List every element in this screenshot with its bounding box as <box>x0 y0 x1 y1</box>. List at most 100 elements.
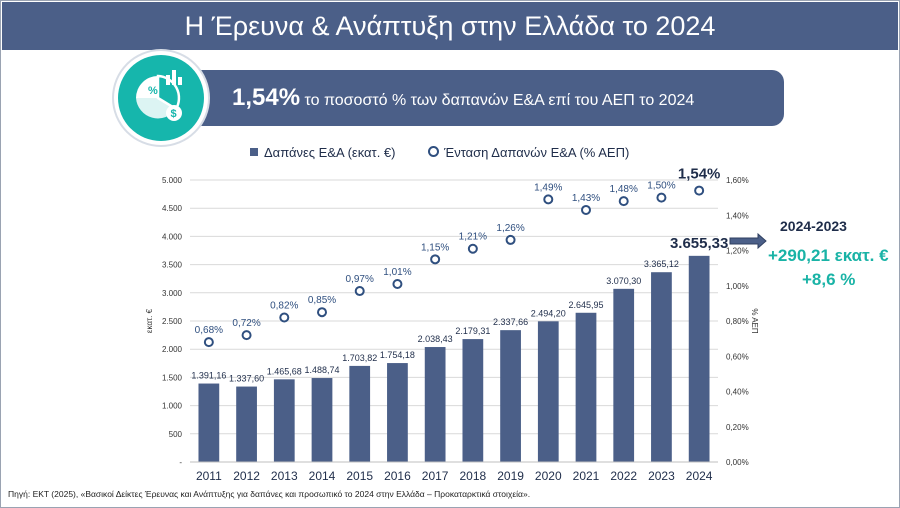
x-tick-label: 2021 <box>573 469 600 483</box>
bar <box>462 339 484 462</box>
bar-value-label: 1.337,60 <box>229 374 264 384</box>
bar <box>387 363 408 462</box>
yoy-change-percent: +8,6 % <box>802 270 856 289</box>
svg-text:$: $ <box>171 108 177 120</box>
intensity-marker <box>505 234 516 245</box>
bar <box>537 321 559 462</box>
y2-tick-label: 0,40% <box>726 388 749 397</box>
intensity-label: 1,26% <box>496 223 524 234</box>
intensity-marker <box>467 243 478 254</box>
x-tick-label: 2012 <box>233 469 260 483</box>
x-tick-label: 2015 <box>346 469 373 483</box>
bar-value-label: 1.703,82 <box>342 353 377 363</box>
x-tick-label: 2022 <box>610 469 637 483</box>
headline-description: το ποσοστό % των δαπανών Ε&Α επί του ΑΕΠ… <box>304 92 695 109</box>
bar-value-label: 2.179,31 <box>455 326 490 336</box>
intensity-marker <box>203 337 214 348</box>
bar-value-label: 2.337,66 <box>493 317 528 327</box>
intensity-label: 0,97% <box>346 274 374 285</box>
intensity-marker <box>317 307 327 318</box>
bar-value-label: 2.645,95 <box>568 300 603 310</box>
bar <box>311 378 333 462</box>
y2-tick-label: 0,20% <box>726 423 749 432</box>
y-tick-label: - <box>179 458 182 467</box>
y2-tick-label: 1,00% <box>726 282 749 291</box>
bar-value-label: 2.038,43 <box>418 334 453 344</box>
bar-value-label: 1.754,18 <box>380 350 415 360</box>
bar-value-label: 3.655,33 <box>670 235 728 252</box>
x-tick-label: 2023 <box>648 469 675 483</box>
percent-chart-money-icon: % $ <box>118 55 204 141</box>
y2-tick-label: 1,40% <box>726 211 749 220</box>
headline-value: 1,54% <box>232 84 301 111</box>
yoy-change-absolute: +290,21 εκατ. € <box>768 246 889 265</box>
intensity-marker <box>392 278 403 289</box>
intensity-marker <box>279 312 290 323</box>
bar-value-label: 1.391,16 <box>191 371 226 381</box>
x-tick-label: 2013 <box>271 469 298 483</box>
y2-tick-label: 1,20% <box>726 247 749 256</box>
intensity-marker <box>618 196 629 207</box>
y-tick-label: 3.500 <box>162 261 183 270</box>
intensity-label: 1,43% <box>572 193 600 204</box>
bar <box>236 386 257 462</box>
y-tick-label: 4.000 <box>162 232 183 241</box>
yoy-period: 2024-2023 <box>780 218 847 234</box>
y-tick-label: 5.000 <box>162 176 183 185</box>
y-axis-label: εκατ. € <box>145 308 154 333</box>
bar <box>651 272 672 462</box>
intensity-label: 1,21% <box>459 232 487 243</box>
y-tick-label: 1.500 <box>162 373 183 382</box>
intensity-marker <box>430 254 441 265</box>
y2-tick-label: 1,60% <box>726 176 749 185</box>
legend-item-bars: Δαπάνες Ε&Α (εκατ. €) <box>250 145 395 160</box>
legend-line-label: Ένταση Δαπανών Ε&Α (% ΑΕΠ) <box>444 145 630 160</box>
bar <box>575 312 597 462</box>
intensity-label: 1,48% <box>610 184 638 195</box>
headline-text: 1,54% το ποσοστό % των δαπανών Ε&Α επί τ… <box>232 70 694 129</box>
intensity-marker <box>694 185 705 196</box>
svg-text:%: % <box>148 85 158 97</box>
intensity-label: 1,54% <box>678 166 721 183</box>
bar-value-label: 3.070,30 <box>606 276 641 286</box>
bar <box>198 383 220 462</box>
legend-bar-label: Δαπάνες Ε&Α (εκατ. €) <box>264 145 396 160</box>
percent-chart-money-icon-graphic: % $ <box>136 70 182 121</box>
bar <box>688 255 710 462</box>
intensity-marker <box>354 286 365 297</box>
bar <box>424 347 446 462</box>
y-tick-label: 1.000 <box>162 402 183 411</box>
slide-title: Η Έρευνα & Ανάπτυξη στην Ελλάδα το 2024 <box>2 2 898 50</box>
intensity-label: 0,85% <box>308 295 336 306</box>
intensity-label: 1,01% <box>383 267 411 278</box>
y-tick-label: 4.500 <box>162 204 183 213</box>
bar-value-label: 1.488,74 <box>304 365 339 375</box>
intensity-marker <box>241 330 252 341</box>
x-tick-label: 2017 <box>422 469 449 483</box>
source-note: Πηγή: ΕΚΤ (2025), «Βασικοί Δείκτες Έρευν… <box>8 489 531 499</box>
intensity-label: 0,82% <box>270 300 298 311</box>
x-tick-label: 2016 <box>384 469 411 483</box>
y-tick-label: 3.000 <box>162 289 183 298</box>
intensity-label: 1,15% <box>421 242 449 253</box>
y2-tick-label: 0,80% <box>726 317 749 326</box>
intensity-label: 1,50% <box>647 181 675 192</box>
intensity-marker <box>543 194 554 205</box>
intensity-marker <box>581 204 591 215</box>
intensity-label: 0,72% <box>232 318 260 329</box>
y2-tick-label: 0,60% <box>726 352 749 361</box>
intensity-marker <box>656 192 667 203</box>
legend-marker-swatch <box>428 146 439 157</box>
x-tick-label: 2020 <box>535 469 562 483</box>
x-tick-label: 2024 <box>686 469 713 483</box>
bar-value-label: 2.494,20 <box>531 308 566 318</box>
intensity-label: 0,68% <box>195 325 223 336</box>
y2-tick-label: 0,00% <box>726 458 749 467</box>
y-tick-label: 500 <box>169 430 183 439</box>
bar-value-label: 3.365,12 <box>644 259 679 269</box>
bar <box>349 365 371 462</box>
x-tick-label: 2014 <box>309 469 336 483</box>
headline-banner: 1,54% το ποσοστό % των δαπανών Ε&Α επί τ… <box>196 70 784 126</box>
bar <box>500 330 521 462</box>
